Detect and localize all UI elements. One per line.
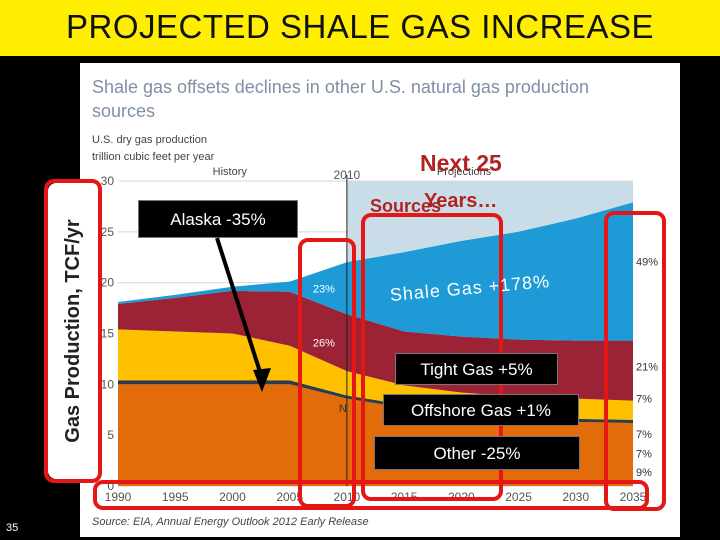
years-label: Years… bbox=[424, 190, 498, 212]
trailing-label-2010: N bbox=[339, 403, 347, 415]
y-axis-highlight-frame bbox=[44, 179, 102, 483]
split-year-label: 2010 bbox=[334, 168, 361, 182]
slide-title: PROJECTED SHALE GAS INCREASE bbox=[66, 8, 654, 45]
chart-subtitle-line2: trillion cubic feet per year bbox=[92, 151, 215, 163]
y-tick-label: 5 bbox=[107, 428, 114, 442]
percent-label-2035: 49% bbox=[636, 256, 658, 268]
y-tick-label: 15 bbox=[101, 327, 115, 341]
offshore-gas-label: Offshore Gas +1% bbox=[383, 394, 579, 426]
area-alaska bbox=[118, 380, 633, 423]
title-bar: PROJECTED SHALE GAS INCREASE bbox=[0, 0, 720, 56]
x-tick-label: 1995 bbox=[162, 490, 189, 504]
y-tick-label: 20 bbox=[101, 276, 115, 290]
y-tick-labels: 0 5 10 15 20 25 30 bbox=[101, 174, 115, 493]
chart-title-line2: sources bbox=[92, 101, 155, 121]
x-tick-label: 1990 bbox=[105, 490, 132, 504]
history-label: History bbox=[213, 166, 248, 178]
percentages-2035-highlight-frame bbox=[604, 211, 666, 511]
percent-label-2035: 7% bbox=[636, 449, 652, 461]
x-tick-label: 2025 bbox=[505, 490, 532, 504]
next-25-heading: Next 25 bbox=[420, 150, 502, 176]
y-tick-label: 30 bbox=[101, 174, 115, 188]
chart-title-line1: Shale gas offsets declines in other U.S.… bbox=[92, 77, 589, 97]
tight-gas-label: Tight Gas +5% bbox=[395, 353, 558, 385]
area-shale-gas bbox=[118, 202, 633, 341]
percent-labels: 23% 26% N 49% 21% 7% 7% 7% 9% bbox=[313, 256, 658, 478]
alaska-label: Alaska -35% bbox=[138, 200, 298, 238]
percent-label-2010: 23% bbox=[313, 283, 335, 295]
sources-label: Sources bbox=[370, 196, 442, 216]
x-tick-label: 2030 bbox=[562, 490, 589, 504]
x-tick-label: 2005 bbox=[276, 490, 303, 504]
x-tick-label: 2000 bbox=[219, 490, 246, 504]
other-label: Other -25% bbox=[374, 436, 580, 470]
source-note: Source: EIA, Annual Energy Outlook 2012 … bbox=[92, 516, 369, 528]
year-2010-highlight-frame bbox=[298, 238, 356, 508]
y-tick-label: 25 bbox=[101, 225, 115, 239]
percent-label-2010: 26% bbox=[313, 338, 335, 350]
y-axis-label-box: Gas Production, TCF/yr bbox=[48, 183, 98, 479]
chart-subtitle-line1: U.S. dry gas production bbox=[92, 134, 207, 146]
projections-label: Projections bbox=[437, 166, 492, 178]
percent-label-2035: 21% bbox=[636, 362, 658, 374]
y-tick-label: 10 bbox=[101, 377, 115, 391]
y-tick-label: 0 bbox=[107, 479, 114, 493]
percent-label-2035: 9% bbox=[636, 467, 652, 479]
x-axis-highlight-frame bbox=[93, 480, 649, 510]
percent-label-2035: 7% bbox=[636, 394, 652, 406]
percent-label-2035: 7% bbox=[636, 429, 652, 441]
page-number: 35 bbox=[6, 522, 19, 534]
